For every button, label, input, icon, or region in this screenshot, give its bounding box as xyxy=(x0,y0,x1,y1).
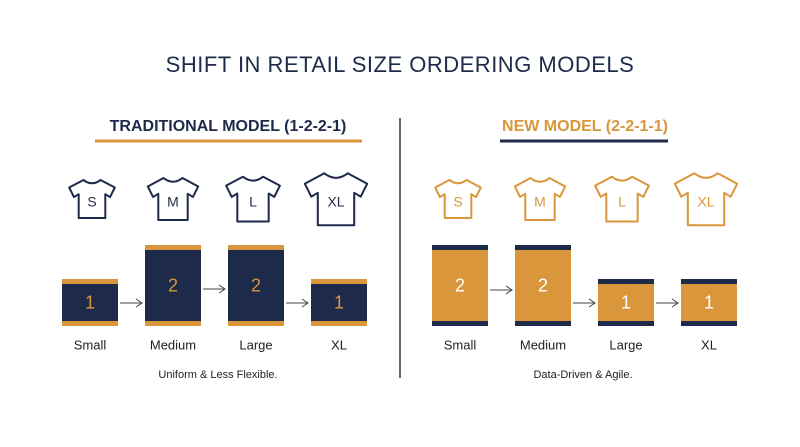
shirt-icon xyxy=(303,172,369,227)
quantity-box xyxy=(598,279,654,326)
panel-heading: TRADITIONAL MODEL (1-2-2-1) xyxy=(110,118,347,135)
size-label: Large xyxy=(609,337,642,352)
arrow-head xyxy=(218,284,226,294)
quantity-box xyxy=(62,279,118,326)
quantity-label: 2 xyxy=(251,275,261,295)
box-stripe xyxy=(62,321,118,326)
quantity-label: 1 xyxy=(704,292,714,312)
arrow-head xyxy=(135,298,143,308)
quantity-box xyxy=(311,279,367,326)
size-label: Small xyxy=(444,337,477,352)
quantity-label: 2 xyxy=(455,275,465,295)
box-stripe xyxy=(311,279,367,284)
size-label: Medium xyxy=(150,337,196,352)
quantity-label: 2 xyxy=(168,275,178,295)
shirt-icon xyxy=(513,177,567,222)
shirt-icon xyxy=(68,178,116,219)
quantity-box xyxy=(432,245,488,326)
panel-caption: Uniform & Less Flexible. xyxy=(158,369,277,381)
arrow-head xyxy=(505,285,513,295)
shirt-icon xyxy=(225,175,281,223)
arrow-head xyxy=(671,298,679,308)
box-stripe xyxy=(432,321,488,326)
box-stripe xyxy=(432,245,488,250)
box-stripe xyxy=(515,321,571,326)
size-label: Large xyxy=(239,337,272,352)
size-label: XL xyxy=(331,337,347,352)
shirt-icon xyxy=(146,177,200,222)
box-stripe xyxy=(598,279,654,284)
quantity-label: 1 xyxy=(621,292,631,312)
shirt-letter: L xyxy=(249,194,257,210)
shirt-letter: M xyxy=(167,194,179,210)
shirt-letter: M xyxy=(534,194,546,210)
shirt-letter: XL xyxy=(697,194,714,210)
arrow-head xyxy=(301,298,309,308)
box-stripe xyxy=(145,245,201,250)
box-stripe xyxy=(681,321,737,326)
arrow-head xyxy=(588,298,596,308)
size-label: Small xyxy=(74,337,107,352)
shirt-icon xyxy=(434,178,482,219)
shirt-letter: XL xyxy=(327,194,344,210)
box-stripe xyxy=(228,245,284,250)
panel-heading: NEW MODEL (2-2-1-1) xyxy=(502,118,668,135)
quantity-box xyxy=(515,245,571,326)
box-stripe xyxy=(515,245,571,250)
quantity-label: 1 xyxy=(334,292,344,312)
shirt-letter: L xyxy=(618,194,626,210)
quantity-box xyxy=(145,245,201,326)
panel-caption: Data-Driven & Agile. xyxy=(533,369,632,381)
box-stripe xyxy=(681,279,737,284)
quantity-label: 1 xyxy=(85,292,95,312)
quantity-box xyxy=(681,279,737,326)
box-stripe xyxy=(311,321,367,326)
size-label: Medium xyxy=(520,337,566,352)
title: SHIFT IN RETAIL SIZE ORDERING MODELS xyxy=(166,52,635,77)
quantity-box xyxy=(228,245,284,326)
shirt-letter: S xyxy=(87,194,96,210)
quantity-label: 2 xyxy=(538,275,548,295)
box-stripe xyxy=(62,279,118,284)
shirt-icon xyxy=(673,172,739,227)
box-stripe xyxy=(598,321,654,326)
size-label: XL xyxy=(701,337,717,352)
shirt-letter: S xyxy=(453,194,462,210)
box-stripe xyxy=(145,321,201,326)
box-stripe xyxy=(228,321,284,326)
shirt-icon xyxy=(594,175,650,223)
